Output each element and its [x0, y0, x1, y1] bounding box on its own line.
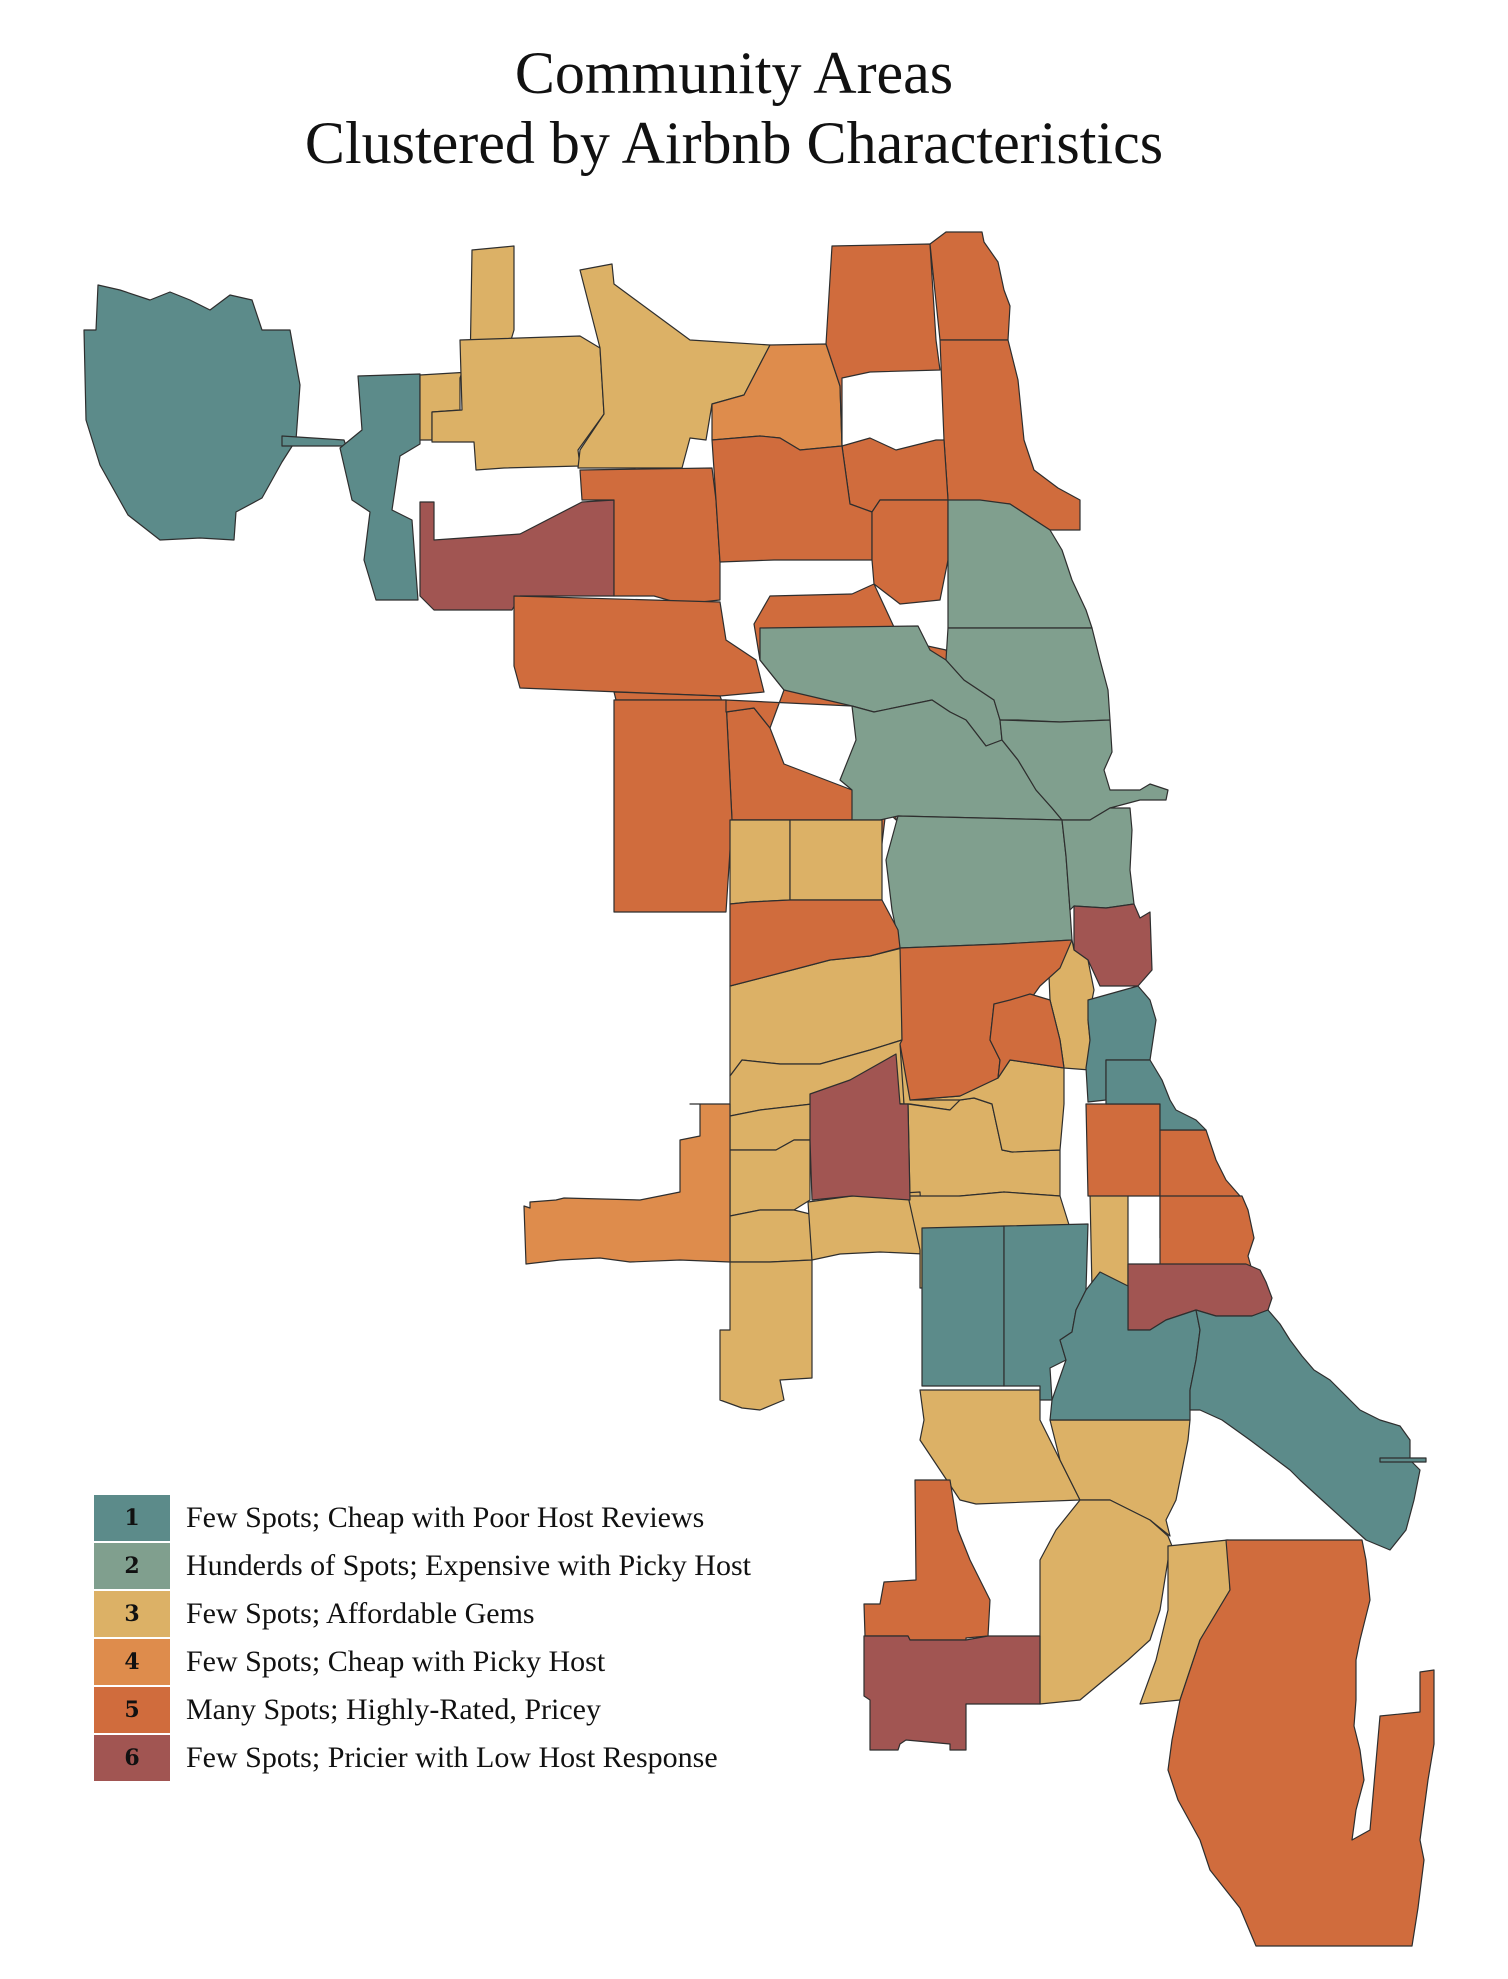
area-west-ridge: [825, 243, 941, 447]
area-austin: [613, 699, 733, 913]
area-mount-greenwood-west: [863, 1635, 1041, 1751]
area-forest-glen: [577, 263, 771, 469]
area-garfield-ridge: [1089, 1193, 1129, 1291]
legend-number: 1: [124, 1505, 140, 1531]
area-calumet-lake-line: [1379, 1457, 1427, 1463]
area-north-center: [871, 499, 949, 605]
legend-number: 4: [124, 1649, 140, 1675]
legend-item-6: 6 Few Spots; Pricier with Low Host Respo…: [94, 1734, 751, 1782]
legend-item-2: 2 Hunderds of Spots; Expensive with Pick…: [94, 1542, 751, 1590]
legend-swatch-1: 1: [94, 1495, 170, 1541]
area-fuller-park: [989, 993, 1065, 1079]
map-title: Community Areas Clustered by Airbnb Char…: [0, 38, 1468, 178]
area-albany-park: [711, 435, 873, 563]
area-pullman-hegewisch: [1167, 1539, 1435, 1947]
legend-swatch-5: 5: [94, 1687, 170, 1733]
legend-number: 5: [124, 1697, 140, 1723]
area-brighton-park: [729, 1209, 813, 1263]
area-garfield-ridge-west: [523, 1103, 731, 1265]
legend-swatch-6: 6: [94, 1735, 170, 1781]
map-title-line-1: Community Areas: [514, 40, 954, 106]
area-uptown-lakeview: [947, 499, 1093, 629]
area-west-lawn: [807, 1191, 925, 1261]
area-near-north: [999, 719, 1169, 821]
legend-item-4: 4 Few Spots; Cheap with Picky Host: [94, 1638, 751, 1686]
area-south-shore: [1189, 1309, 1421, 1551]
area-ohare: [83, 284, 301, 541]
legend-label: Few Spots; Cheap with Picky Host: [186, 1645, 606, 1678]
area-edison-park-west: [339, 373, 421, 601]
area-west-elsdon: [863, 1479, 991, 1641]
legend-swatch-2: 2: [94, 1543, 170, 1589]
area-north-lawndale-east: [789, 819, 883, 901]
area-grand-boulevard: [1085, 1103, 1161, 1197]
area-near-west: [885, 815, 1073, 949]
area-clearing: [719, 1259, 813, 1411]
area-rogers-park: [929, 231, 1011, 341]
map-title-line-2: Clustered by Airbnb Characteristics: [304, 110, 1164, 176]
area-ohare-connector: [281, 435, 347, 447]
legend-label: Few Spots; Affordable Gems: [186, 1597, 535, 1630]
legend-number: 2: [124, 1553, 140, 1579]
area-mount-greenwood: [1039, 1499, 1173, 1705]
legend-number: 6: [124, 1745, 140, 1771]
legend-label: Few Spots; Pricier with Low Host Respons…: [186, 1741, 718, 1774]
legend-item-5: 5 Many Spots; Highly-Rated, Pricey: [94, 1686, 751, 1734]
map-legend: 1 Few Spots; Cheap with Poor Host Review…: [94, 1494, 751, 1782]
legend-item-3: 3 Few Spots; Affordable Gems: [94, 1590, 751, 1638]
legend-label: Hunderds of Spots; Expensive with Picky …: [186, 1549, 751, 1582]
area-chatham-west: [921, 1225, 1005, 1387]
legend-label: Many Spots; Highly-Rated, Pricey: [186, 1693, 601, 1726]
legend-swatch-3: 3: [94, 1591, 170, 1637]
legend-label: Few Spots; Cheap with Poor Host Reviews: [186, 1501, 705, 1534]
area-loop: [1061, 807, 1135, 911]
legend-item-1: 1 Few Spots; Cheap with Poor Host Review…: [94, 1494, 751, 1542]
area-oakland: [1105, 1059, 1207, 1131]
area-north-lawndale-west: [729, 819, 791, 905]
area-west-englewood: [809, 1053, 911, 1201]
legend-swatch-4: 4: [94, 1639, 170, 1685]
area-dunning: [419, 499, 615, 611]
area-portage-park: [513, 595, 765, 697]
legend-number: 3: [124, 1601, 140, 1627]
area-archer-heights: [729, 1139, 811, 1217]
area-auburn-gresham: [1049, 1419, 1191, 1537]
